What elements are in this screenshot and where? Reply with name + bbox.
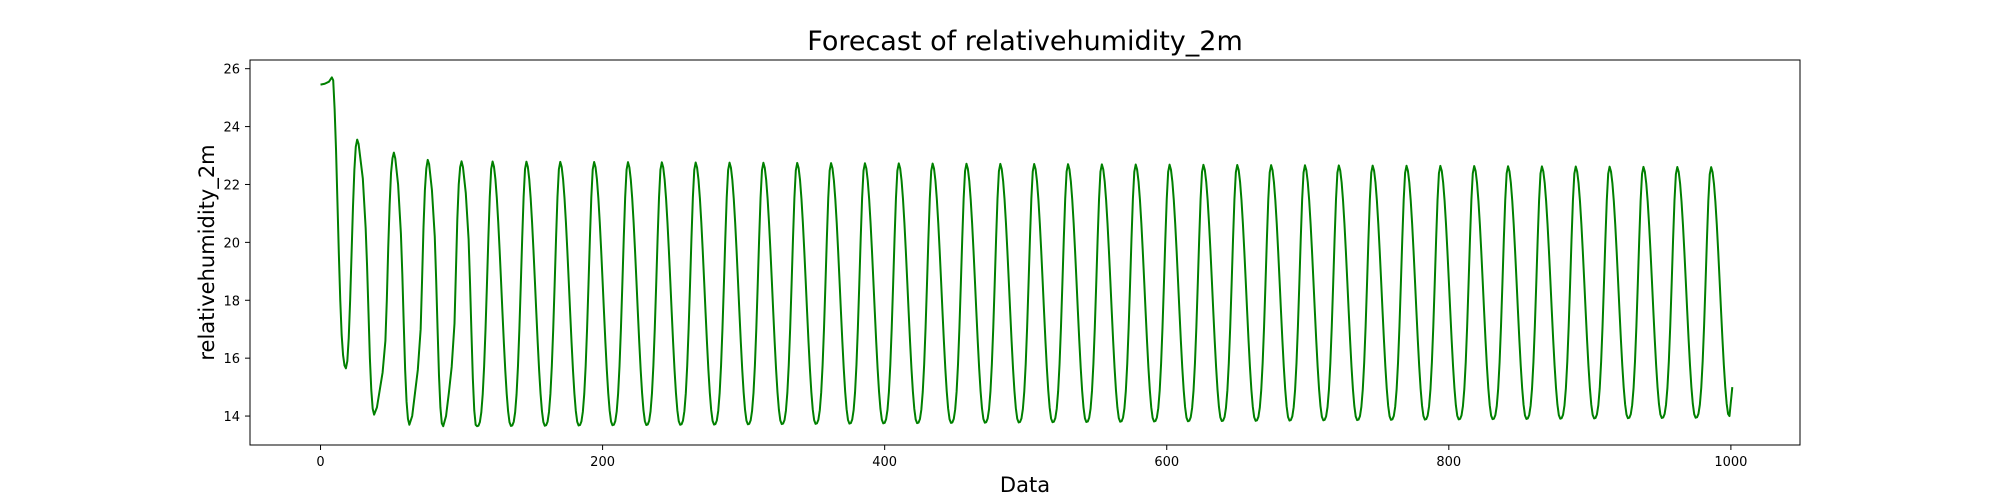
series-layer bbox=[320, 76, 1734, 428]
x-axis-ticks: 0 200 400 600 800 1000 bbox=[316, 445, 1747, 470]
x-tick-label: 200 bbox=[590, 455, 615, 470]
y-tick-label: 24 bbox=[223, 121, 240, 136]
x-axis-label: Data bbox=[1000, 473, 1050, 497]
y-tick-label: 18 bbox=[223, 294, 240, 309]
plot-area-frame bbox=[249, 59, 1801, 446]
forecast-series-line bbox=[320, 76, 1734, 428]
x-tick-label: 1000 bbox=[1714, 455, 1747, 470]
x-tick-label: 600 bbox=[1154, 455, 1179, 470]
y-tick-label: 20 bbox=[223, 236, 240, 251]
y-tick-label: 16 bbox=[223, 352, 240, 367]
y-tick-label: 26 bbox=[223, 63, 240, 78]
y-axis-ticks: 14 16 18 20 22 24 26 bbox=[223, 63, 250, 425]
x-tick-label: 400 bbox=[872, 455, 897, 470]
chart-title: Forecast of relativehumidity_2m bbox=[807, 26, 1243, 57]
y-tick-label: 14 bbox=[223, 410, 240, 425]
x-tick-label: 0 bbox=[316, 455, 324, 470]
y-axis-label: relativehumidity_2m bbox=[195, 144, 220, 360]
x-tick-label: 800 bbox=[1436, 455, 1461, 470]
y-tick-label: 22 bbox=[223, 178, 240, 193]
